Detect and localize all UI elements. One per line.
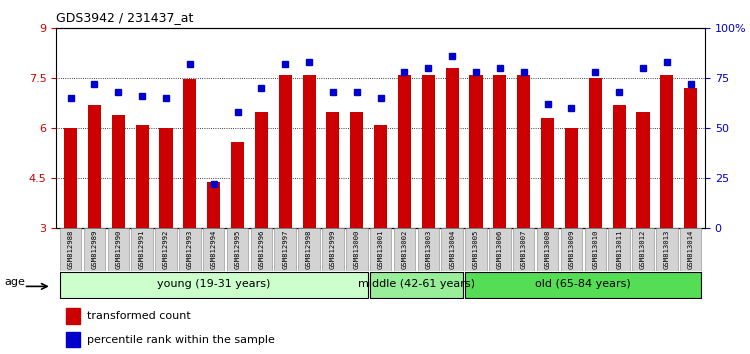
Bar bbox=[613, 105, 626, 228]
Text: GSM813014: GSM813014 bbox=[688, 230, 694, 269]
Text: GSM812999: GSM812999 bbox=[330, 230, 336, 269]
Bar bbox=[398, 75, 411, 228]
FancyBboxPatch shape bbox=[322, 228, 344, 271]
Text: GSM812995: GSM812995 bbox=[235, 230, 241, 269]
FancyBboxPatch shape bbox=[370, 272, 463, 298]
Bar bbox=[589, 78, 602, 228]
Text: GSM812992: GSM812992 bbox=[163, 230, 169, 269]
FancyBboxPatch shape bbox=[442, 228, 463, 271]
FancyBboxPatch shape bbox=[656, 228, 677, 271]
Text: GSM813006: GSM813006 bbox=[497, 230, 503, 269]
Text: GSM812988: GSM812988 bbox=[68, 230, 74, 269]
Bar bbox=[470, 75, 482, 228]
Text: middle (42-61 years): middle (42-61 years) bbox=[358, 279, 475, 290]
Bar bbox=[66, 308, 80, 324]
Text: GSM813000: GSM813000 bbox=[354, 230, 360, 269]
FancyBboxPatch shape bbox=[489, 228, 511, 271]
Text: GSM812994: GSM812994 bbox=[211, 230, 217, 269]
Text: GSM813007: GSM813007 bbox=[520, 230, 526, 269]
FancyBboxPatch shape bbox=[513, 228, 535, 271]
FancyBboxPatch shape bbox=[155, 228, 177, 271]
Bar bbox=[136, 125, 148, 228]
Bar bbox=[374, 125, 387, 228]
Bar bbox=[183, 79, 196, 228]
FancyBboxPatch shape bbox=[60, 272, 368, 298]
FancyBboxPatch shape bbox=[60, 228, 81, 271]
Text: GSM813004: GSM813004 bbox=[449, 230, 455, 269]
Bar bbox=[69, 320, 75, 322]
FancyBboxPatch shape bbox=[632, 228, 654, 271]
Text: GSM812991: GSM812991 bbox=[139, 230, 145, 269]
Text: GSM812997: GSM812997 bbox=[282, 230, 288, 269]
FancyBboxPatch shape bbox=[465, 272, 701, 298]
Text: GSM813005: GSM813005 bbox=[473, 230, 479, 269]
Text: GSM813008: GSM813008 bbox=[544, 230, 550, 269]
Bar bbox=[518, 75, 530, 228]
FancyBboxPatch shape bbox=[203, 228, 224, 271]
FancyBboxPatch shape bbox=[680, 228, 701, 271]
Bar bbox=[660, 75, 674, 228]
Bar bbox=[684, 88, 698, 228]
Text: age: age bbox=[4, 277, 26, 287]
Text: GSM813001: GSM813001 bbox=[377, 230, 383, 269]
Text: GSM812998: GSM812998 bbox=[306, 230, 312, 269]
Text: GSM813010: GSM813010 bbox=[592, 230, 598, 269]
FancyBboxPatch shape bbox=[537, 228, 558, 271]
Text: GDS3942 / 231437_at: GDS3942 / 231437_at bbox=[56, 11, 194, 24]
FancyBboxPatch shape bbox=[608, 228, 630, 271]
FancyBboxPatch shape bbox=[179, 228, 200, 271]
Bar bbox=[231, 142, 244, 228]
FancyBboxPatch shape bbox=[84, 228, 105, 271]
FancyBboxPatch shape bbox=[465, 228, 487, 271]
Text: GSM812993: GSM812993 bbox=[187, 230, 193, 269]
Text: GSM813012: GSM813012 bbox=[640, 230, 646, 269]
FancyBboxPatch shape bbox=[274, 228, 296, 271]
Text: GSM812996: GSM812996 bbox=[258, 230, 264, 269]
Bar bbox=[160, 129, 172, 228]
FancyBboxPatch shape bbox=[418, 228, 439, 271]
Text: old (65-84 years): old (65-84 years) bbox=[536, 279, 632, 290]
Bar bbox=[494, 75, 506, 228]
FancyBboxPatch shape bbox=[394, 228, 416, 271]
Text: GSM813009: GSM813009 bbox=[568, 230, 574, 269]
Text: GSM813003: GSM813003 bbox=[425, 230, 431, 269]
Text: GSM812990: GSM812990 bbox=[116, 230, 122, 269]
FancyBboxPatch shape bbox=[584, 228, 606, 271]
Bar bbox=[350, 112, 363, 228]
FancyBboxPatch shape bbox=[107, 228, 129, 271]
Text: young (19-31 years): young (19-31 years) bbox=[157, 279, 270, 290]
Bar bbox=[66, 332, 80, 347]
FancyBboxPatch shape bbox=[561, 228, 582, 271]
Text: percentile rank within the sample: percentile rank within the sample bbox=[87, 335, 274, 345]
Bar bbox=[637, 112, 650, 228]
Bar bbox=[302, 75, 316, 228]
Text: transformed count: transformed count bbox=[87, 312, 190, 321]
Bar bbox=[422, 75, 435, 228]
Text: GSM812989: GSM812989 bbox=[92, 230, 98, 269]
Text: GSM813013: GSM813013 bbox=[664, 230, 670, 269]
Bar bbox=[326, 112, 340, 228]
Bar bbox=[207, 182, 220, 228]
FancyBboxPatch shape bbox=[298, 228, 320, 271]
Text: GSM813002: GSM813002 bbox=[401, 230, 407, 269]
Bar bbox=[446, 68, 459, 228]
FancyBboxPatch shape bbox=[251, 228, 272, 271]
FancyBboxPatch shape bbox=[346, 228, 368, 271]
Bar bbox=[112, 115, 125, 228]
Text: GSM813011: GSM813011 bbox=[616, 230, 622, 269]
Bar bbox=[255, 112, 268, 228]
FancyBboxPatch shape bbox=[370, 228, 392, 271]
Bar bbox=[64, 129, 77, 228]
Bar bbox=[565, 129, 578, 228]
Bar bbox=[279, 75, 292, 228]
Bar bbox=[541, 118, 554, 228]
FancyBboxPatch shape bbox=[226, 228, 248, 271]
FancyBboxPatch shape bbox=[131, 228, 153, 271]
Bar bbox=[88, 105, 101, 228]
